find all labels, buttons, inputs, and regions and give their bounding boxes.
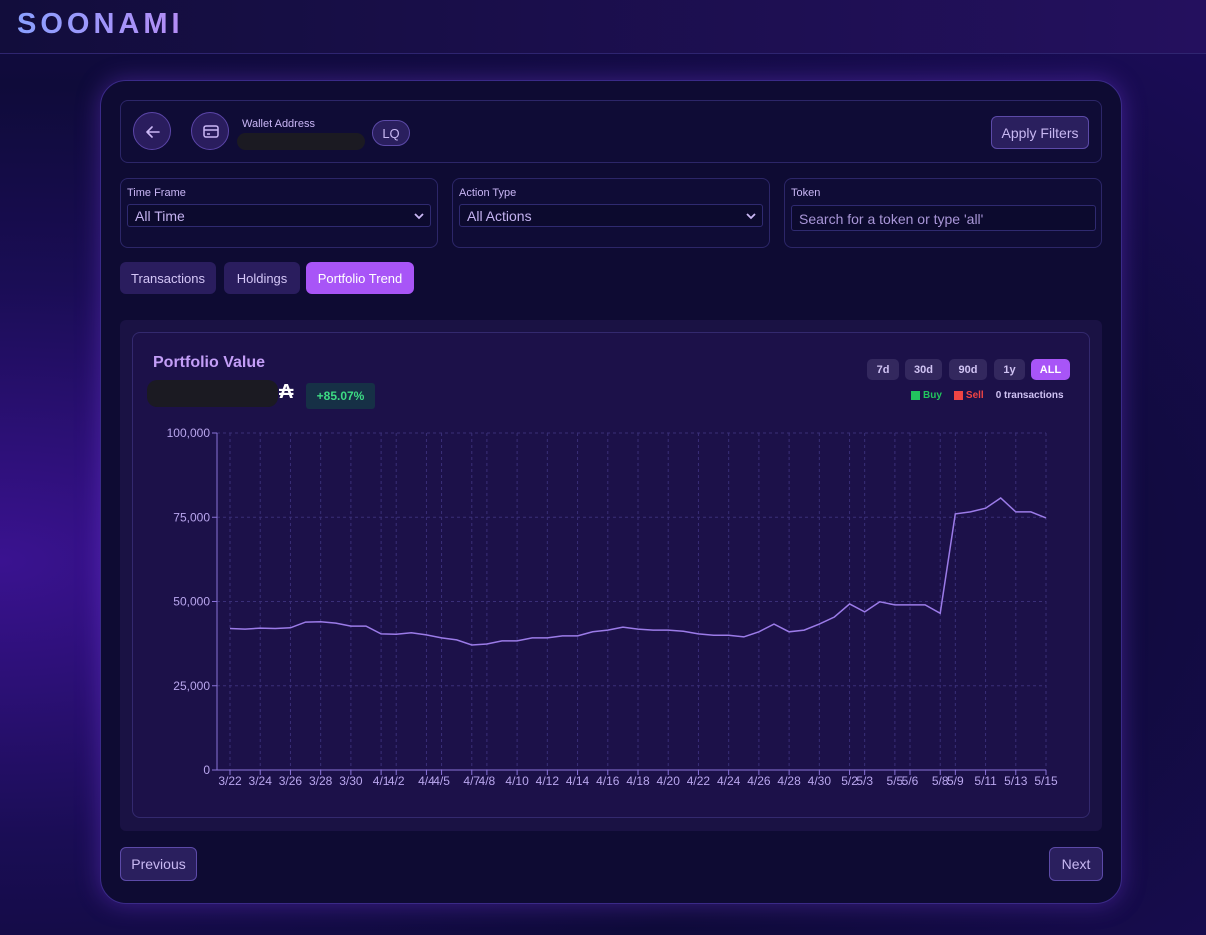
redacted-value: [147, 380, 278, 407]
tab[interactable]: Portfolio Trend: [306, 262, 414, 294]
transactions-note: 0 transactions: [995, 390, 1064, 401]
filter-select[interactable]: All Actions: [459, 204, 763, 227]
y-tick-label: 75,000: [173, 510, 210, 524]
x-tick-label: 4/16: [596, 774, 620, 788]
legend-item: Buy: [911, 390, 942, 401]
legend: Buy Sell 0 transactions: [911, 390, 1064, 401]
range-button[interactable]: 30d: [905, 359, 942, 380]
previous-button[interactable]: Previous: [120, 847, 197, 881]
x-tick-label: 3/26: [279, 774, 303, 788]
x-tick-label: 3/28: [309, 774, 333, 788]
range-button[interactable]: ALL: [1031, 359, 1070, 380]
x-tick-label: 3/30: [339, 774, 363, 788]
legend-swatch: [911, 391, 920, 400]
back-icon: [146, 126, 160, 138]
y-tick-label: 25,000: [173, 679, 210, 693]
tab[interactable]: Holdings: [224, 262, 300, 294]
apply-filters-button[interactable]: Apply Filters: [991, 116, 1089, 149]
range-button[interactable]: 1y: [994, 359, 1025, 380]
y-tick-label: 100,000: [167, 426, 211, 440]
legend-item: Sell: [953, 390, 984, 401]
x-tick-label: 4/30: [808, 774, 832, 788]
wallet-badge: LQ: [372, 120, 410, 146]
x-tick-label: 4/22: [687, 774, 711, 788]
currency-symbol: ₳: [279, 381, 294, 403]
x-tick-label: 5/6: [902, 774, 919, 788]
next-button[interactable]: Next: [1049, 847, 1103, 881]
x-tick-label: 4/12: [536, 774, 560, 788]
legend-label: Sell: [965, 390, 984, 401]
wallet-row: [120, 100, 1102, 163]
legend-label: Buy: [923, 390, 942, 401]
x-tick-label: 5/15: [1034, 774, 1058, 788]
x-tick-label: 4/20: [657, 774, 681, 788]
x-tick-label: 5/8: [932, 774, 949, 788]
y-tick-label: 50,000: [173, 595, 210, 609]
select-chevron: [414, 213, 424, 220]
x-tick-label: 5/11: [974, 774, 997, 788]
x-tick-label: 4/7: [463, 774, 480, 788]
wallet-glyph: [203, 125, 219, 138]
filter-label: Time Frame: [127, 187, 186, 199]
x-tick-label: 3/22: [218, 774, 242, 788]
legend-swatch: [953, 391, 963, 400]
x-tick-label: 5/5: [887, 774, 904, 788]
chart: 0 25,000 50,000 75,000 100,000 3/22 3/24 3/26 3/…: [167, 426, 1058, 788]
x-tick-label: 5/2: [841, 774, 858, 788]
wallet-icon: [191, 112, 229, 150]
x-tick-label: 5/13: [1004, 774, 1028, 788]
x-tick-label: 4/14: [566, 774, 590, 788]
chart-title: Portfolio Value: [153, 354, 266, 371]
x-tick-label: 4/26: [747, 774, 771, 788]
select-chevron: [746, 213, 756, 220]
change-badge: +85.07%: [306, 383, 375, 409]
filter-label: Token: [791, 187, 821, 199]
x-tick-label: 4/1: [373, 774, 390, 788]
x-tick-label: 5/9: [947, 774, 964, 788]
filter-label: Action Type: [459, 187, 517, 199]
x-tick-label: 4/24: [717, 774, 741, 788]
tab[interactable]: Transactions: [120, 262, 216, 294]
back-button[interactable]: [133, 112, 171, 150]
x-tick-label: 4/2: [388, 774, 405, 788]
x-tick-label: 4/5: [433, 774, 450, 788]
range-button[interactable]: 90d: [949, 359, 987, 380]
x-tick-label: 5/3: [856, 774, 873, 788]
x-tick-label: 4/8: [479, 774, 496, 788]
x-tick-label: 3/24: [249, 774, 273, 788]
filter-select[interactable]: All Time: [127, 204, 431, 227]
token-search[interactable]: Search for a token or type 'all': [791, 205, 1096, 231]
x-tick-label: 4/10: [505, 774, 529, 788]
range-button[interactable]: 7d: [867, 359, 899, 380]
y-tick-label: 0: [203, 763, 210, 777]
redacted-address: [237, 133, 365, 150]
x-tick-label: 4/4: [418, 774, 435, 788]
x-tick-label: 4/28: [777, 774, 801, 788]
chart-card: [132, 332, 1090, 818]
top-bar: [0, 0, 1206, 54]
wallet-label: Wallet Address: [242, 118, 315, 130]
portfolio-line: [229, 497, 1047, 646]
x-tick-label: 4/18: [626, 774, 650, 788]
brand[interactable]: SOONAMI: [17, 8, 184, 40]
